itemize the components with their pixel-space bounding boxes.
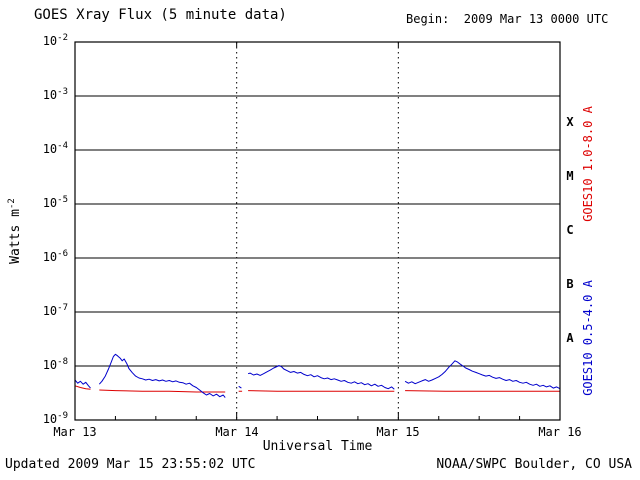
flare-class-a: A [566,331,574,345]
x-tick-mar15: Mar 15 [376,425,420,439]
y-tick-label: 10-2 [42,33,68,48]
x-tick-mar14: Mar 14 [215,425,259,439]
y-tick-label: 10-5 [42,195,68,210]
series-line-0 [74,385,560,393]
flare-class-b: B [566,277,574,291]
series-line-1 [74,353,561,398]
y-tick-label: 10-7 [42,303,68,318]
y-tick-label: 10-9 [42,411,68,426]
y-tick-label: 10-6 [42,249,68,264]
x-tick-mar13: Mar 13 [53,425,97,439]
flare-class-c: C [566,223,574,237]
begin-timestamp: Begin: 2009 Mar 13 0000 UTC [406,12,609,26]
y-tick-label: 10-4 [42,141,68,156]
updated-timestamp: Updated 2009 Mar 15 23:55:02 UTC [5,457,256,472]
x-tick-mar16: Mar 16 [538,425,582,439]
right-label-goes10-long: GOES10 1.0-8.0 A [581,106,595,222]
chart-title: GOES Xray Flux (5 minute data) [34,7,287,23]
flare-class-x: X [566,115,574,129]
flare-class-m: M [566,169,574,183]
x-axis-label: Universal Time [262,439,373,454]
right-label-goes10-short: GOES10 0.5-4.0 A [581,280,595,396]
plot-border [74,41,561,421]
y-tick-label: 10-8 [42,357,68,372]
source-credit: NOAA/SWPC Boulder, CO USA [436,457,632,472]
y-tick-label: 10-3 [42,87,68,102]
